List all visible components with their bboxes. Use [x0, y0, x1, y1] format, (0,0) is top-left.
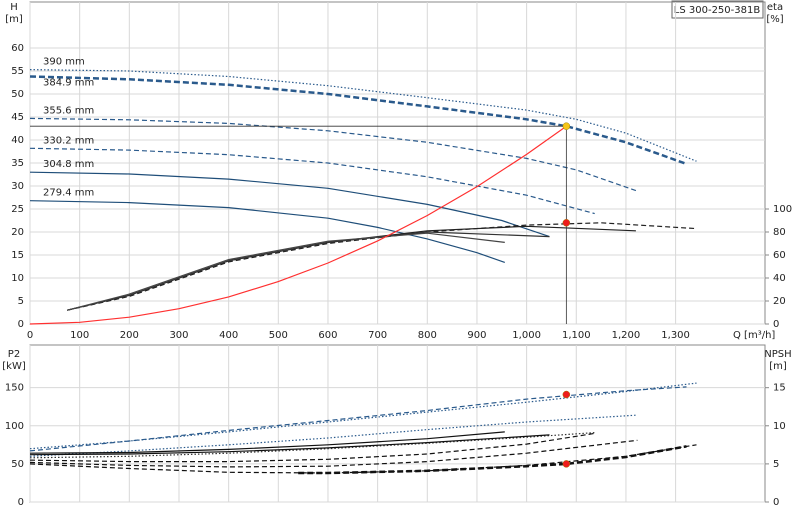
y2-tick-label: 10	[773, 421, 786, 432]
y2-tick-label: 60	[773, 250, 786, 261]
x-tick-label: 300	[169, 330, 188, 341]
y-tick-label: 45	[11, 112, 24, 123]
x-tick-label: 100	[70, 330, 89, 341]
chart-title: LS 300-250-381B	[674, 5, 761, 16]
y-tick-label: 50	[11, 459, 24, 470]
y2-tick-label: 0	[773, 319, 779, 330]
y2-tick-label: 40	[773, 273, 786, 284]
curve	[29, 171, 550, 238]
y2-tick-label: 5	[773, 459, 779, 470]
curve	[298, 445, 687, 475]
x-tick-label: 900	[467, 330, 486, 341]
x-tick-label: 400	[219, 330, 238, 341]
y-tick-label: 5	[18, 296, 24, 307]
x-tick-label: 600	[318, 330, 337, 341]
curve-label: 279.4 mm	[43, 188, 94, 199]
curve	[67, 231, 550, 311]
curve-label: 304.8 mm	[43, 159, 94, 170]
y-tick-label: 40	[11, 135, 24, 146]
y-tick-label: 10	[11, 273, 24, 284]
curve	[29, 434, 550, 456]
curve	[29, 147, 595, 215]
x-tick-label: 0	[27, 330, 33, 341]
curve-label: 390 mm	[43, 57, 85, 68]
x-tick-label: 1,100	[562, 330, 591, 341]
curve	[29, 69, 697, 162]
y-tick-label: 100	[5, 421, 24, 432]
curve	[29, 117, 638, 192]
y-axis-unit: [kW]	[2, 361, 26, 372]
y2-tick-label: 100	[773, 204, 792, 215]
curve	[29, 386, 687, 452]
curve	[29, 125, 567, 325]
x-tick-label: 1,200	[612, 330, 641, 341]
operating-point	[562, 390, 571, 399]
x-tick-label: 800	[418, 330, 437, 341]
y-tick-label: 35	[11, 158, 24, 169]
curve	[29, 432, 595, 463]
y-tick-label: 30	[11, 181, 24, 192]
y-tick-label: 0	[18, 319, 24, 330]
y-tick-label: 20	[11, 227, 24, 238]
curve	[29, 432, 595, 459]
curve	[29, 444, 697, 474]
y2-axis-unit: [%]	[766, 14, 783, 25]
y2-tick-label: 20	[773, 296, 786, 307]
y-tick-label: 60	[11, 43, 24, 54]
curve-label: 355.6 mm	[43, 105, 94, 116]
y-axis-label: P2	[8, 349, 20, 360]
x-tick-label: 700	[368, 330, 387, 341]
curve-label: 384.9 mm	[43, 78, 94, 89]
y-tick-label: 150	[5, 383, 24, 394]
title-box	[671, 0, 764, 19]
x-tick-label: 1,000	[512, 330, 541, 341]
y-tick-label: 0	[18, 497, 24, 508]
y-axis-label: H	[10, 2, 18, 13]
curve	[29, 439, 638, 468]
operating-point	[562, 219, 571, 227]
y-tick-label: 50	[11, 89, 24, 100]
x-tick-label: 500	[269, 330, 288, 341]
curve-label: 330.2 mm	[43, 135, 94, 146]
curve	[29, 75, 687, 166]
x-tick-label: 1,300	[661, 330, 690, 341]
curve	[67, 232, 505, 311]
curve	[29, 431, 505, 454]
operating-point	[562, 122, 571, 130]
y2-tick-label: 15	[773, 383, 786, 394]
y2-tick-label: 0	[773, 497, 779, 508]
plot-frame	[29, 344, 766, 503]
y2-axis-unit: [m]	[769, 361, 787, 372]
y-tick-label: 55	[11, 66, 24, 77]
curve	[67, 222, 697, 311]
curve	[29, 414, 638, 457]
x-axis-label: Q [m³/h]	[733, 330, 775, 341]
y-axis-unit: [m]	[5, 14, 23, 25]
operating-point	[562, 460, 571, 468]
y2-axis-label: eta	[767, 2, 783, 13]
curve	[29, 200, 505, 263]
y-tick-label: 25	[11, 204, 24, 215]
x-tick-label: 200	[120, 330, 139, 341]
y-tick-label: 15	[11, 250, 24, 261]
y2-axis-label: NPSH	[764, 349, 791, 360]
y2-tick-label: 80	[773, 227, 786, 238]
